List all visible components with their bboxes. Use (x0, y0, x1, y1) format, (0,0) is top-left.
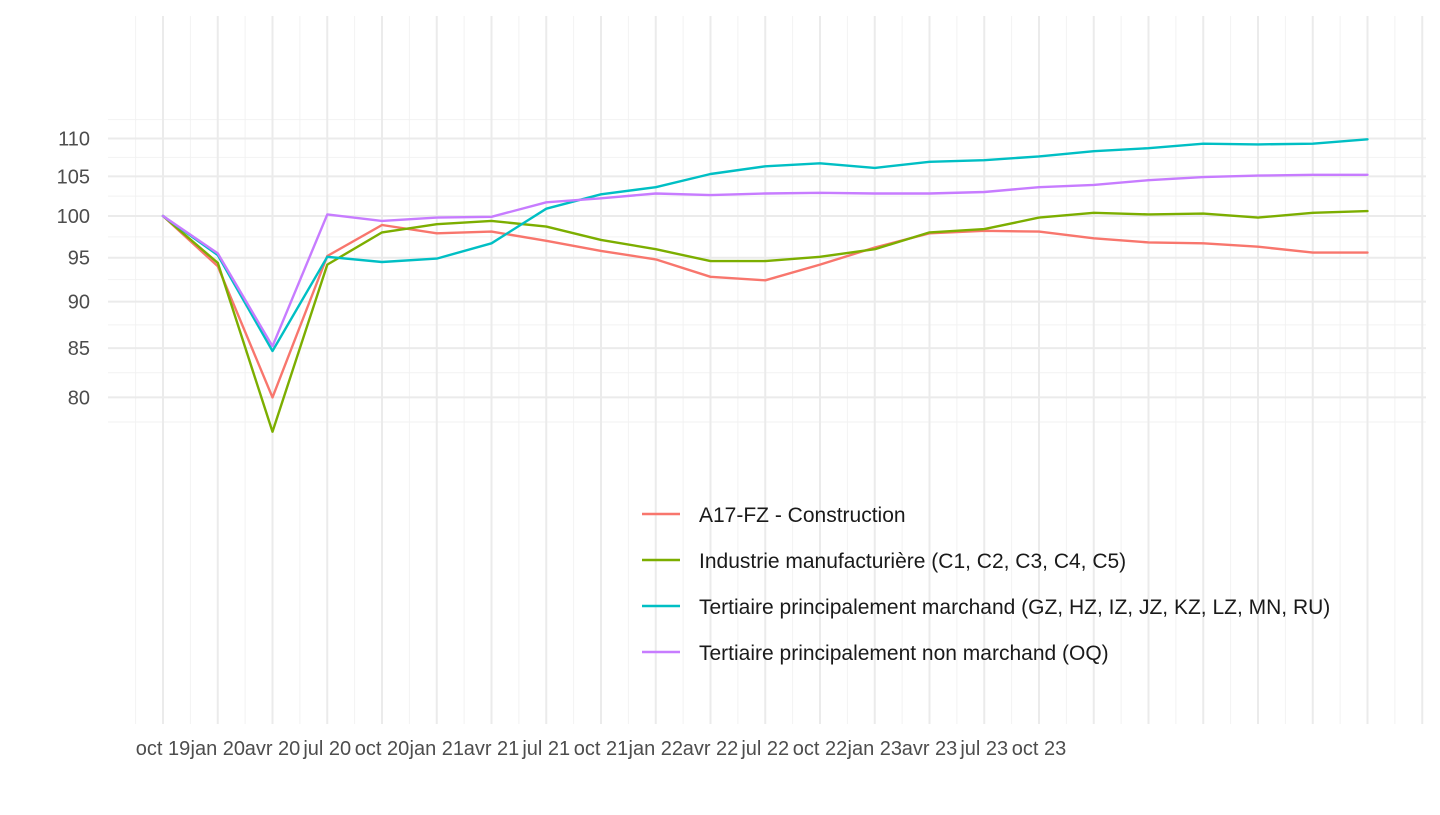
x-tick-label: avr 22 (683, 738, 739, 760)
x-tick-label: avr 23 (902, 738, 958, 760)
legend: A17-FZ - Construction Industrie manufactu… (642, 504, 1330, 665)
x-tick-label: jan 20 (190, 738, 246, 760)
y-tick-label: 85 (68, 338, 90, 360)
y-tick-label: 95 (68, 248, 90, 270)
x-tick-label: oct 23 (1012, 738, 1066, 760)
x-tick-label: oct 21 (574, 738, 628, 760)
series-line (161, 138, 1369, 353)
minor-gridlines (108, 16, 1426, 724)
series-lines (161, 138, 1369, 433)
x-tick-label: jul 20 (302, 738, 351, 760)
x-tick-label: jul 22 (740, 738, 789, 760)
x-tick-label: avr 21 (464, 738, 520, 760)
y-tick-label: 100 (57, 206, 90, 228)
y-axis: 80 85 90 95 100 105 110 (57, 129, 90, 410)
y-tick-label: 90 (68, 292, 90, 314)
x-tick-label: jan 23 (847, 738, 903, 760)
y-tick-label: 80 (68, 387, 90, 409)
x-tick-label: jan 21 (409, 738, 465, 760)
legend-label: Tertiaire principalement non marchand (O… (699, 642, 1109, 665)
x-tick-label: jul 21 (521, 738, 570, 760)
x-tick-label: jul 23 (959, 738, 1008, 760)
x-axis: oct 19 jan 20 avr 20 jul 20 oct 20 jan 21 avr … (136, 738, 1066, 760)
legend-label: Industrie manufacturière (C1, C2, C3, C4… (699, 550, 1126, 573)
y-tick-label: 110 (58, 129, 90, 151)
series-line (161, 173, 1369, 348)
legend-label: A17-FZ - Construction (699, 504, 906, 527)
x-tick-label: jan 22 (628, 738, 684, 760)
y-tick-label: 105 (57, 166, 90, 188)
x-tick-label: oct 22 (793, 738, 847, 760)
x-tick-label: oct 19 (136, 738, 190, 760)
legend-label: Tertiaire principalement marchand (GZ, H… (699, 596, 1330, 619)
x-tick-label: oct 20 (355, 738, 409, 760)
series-line (161, 214, 1369, 399)
series-line (161, 209, 1369, 433)
x-tick-label: avr 20 (245, 738, 301, 760)
